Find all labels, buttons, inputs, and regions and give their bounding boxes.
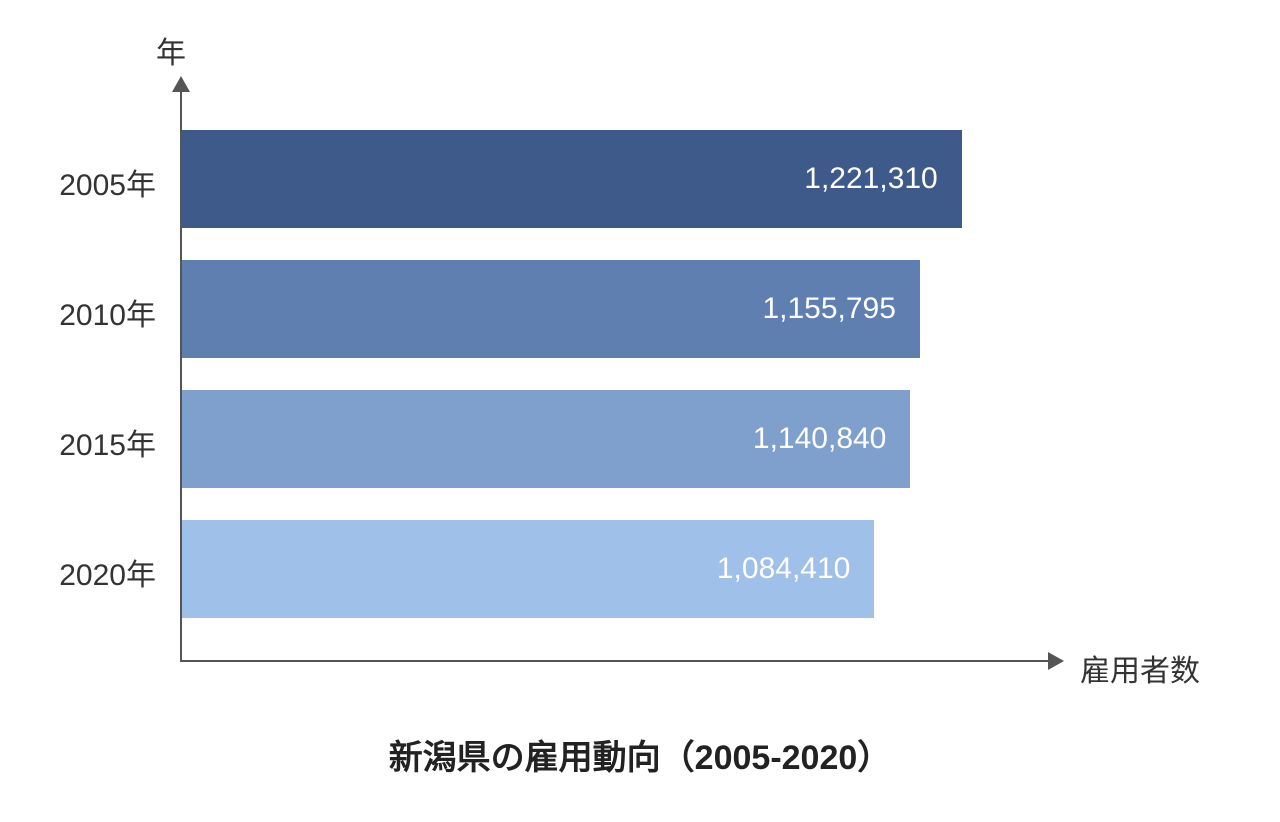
category-label: 2010年 <box>0 290 156 334</box>
chart-container: 年 雇用者数 2005年 1,221,310 2010年 1,155,795 2015年… <box>0 0 1280 822</box>
x-axis-label: 雇用者数 <box>1080 646 1200 690</box>
y-axis-arrow-icon <box>172 76 190 92</box>
bar: 1,140,840 <box>182 390 910 488</box>
category-label: 2020年 <box>0 550 156 594</box>
x-axis-arrow-icon <box>1048 652 1064 670</box>
category-label: 2015年 <box>0 420 156 464</box>
bar: 1,221,310 <box>182 130 962 228</box>
bar: 1,155,795 <box>182 260 920 358</box>
category-label: 2005年 <box>0 160 156 204</box>
y-axis-label: 年 <box>156 28 186 72</box>
chart-title: 新潟県の雇用動向（2005-2020） <box>0 730 1280 779</box>
bar: 1,084,410 <box>182 520 874 618</box>
x-axis-line <box>180 660 1050 662</box>
